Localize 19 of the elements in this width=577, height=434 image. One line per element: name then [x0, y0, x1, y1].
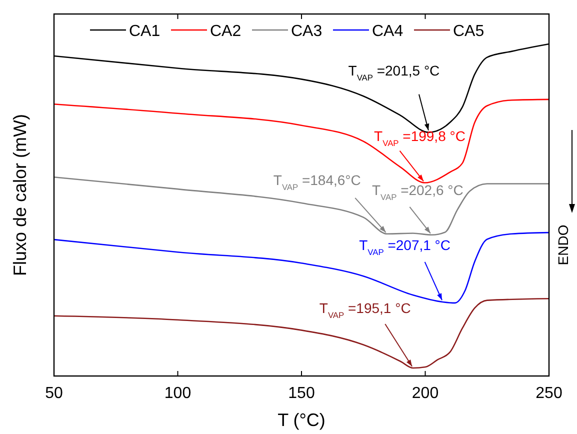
x-tick-label: 250	[536, 385, 562, 402]
legend-label: CA4	[372, 23, 404, 40]
legend-label: CA3	[291, 23, 322, 40]
x-axis-title: T (°C)	[278, 410, 326, 430]
text: ENDO	[555, 224, 571, 266]
legend-label: CA1	[129, 23, 160, 40]
x-tick-label: 200	[412, 385, 439, 402]
x-tick-label: 50	[45, 385, 63, 402]
legend-label: CA5	[453, 23, 484, 40]
y-axis-title: Fluxo de calor (mW)	[10, 114, 30, 276]
annotation: T$_{VAP}$ =202,6 °C	[372, 182, 464, 202]
annotation: T$_{VAP}$ =199,8 °C	[374, 128, 466, 148]
annotation: T$_{VAP}$ =195,1 °C	[319, 300, 411, 320]
legend-label: CA2	[210, 23, 242, 40]
x-tick-label: 100	[164, 385, 192, 402]
annotation: T$_{VAP}$ =207,1 °C	[359, 236, 451, 257]
annotation: T$_{VAP}$ =201,5 °C	[348, 62, 440, 82]
x-tick-label: 150	[288, 385, 315, 402]
annotation: T$_{VAP}$ =184,6°C	[273, 172, 361, 192]
